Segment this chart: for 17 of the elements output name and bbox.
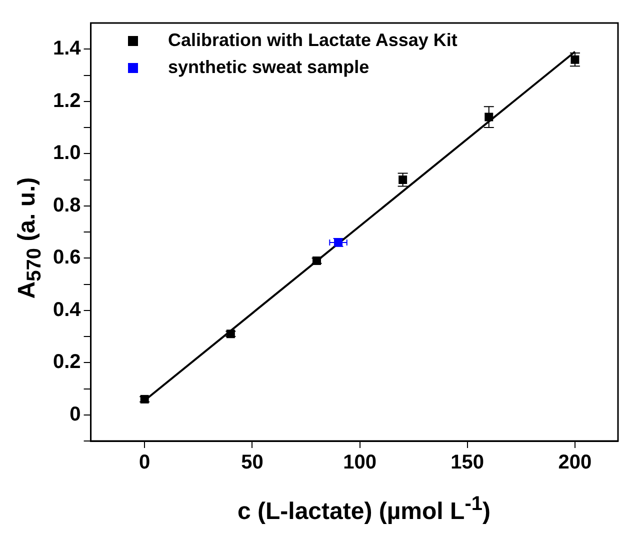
y-tick-label: 1.0 [52,142,81,164]
x-tick-label: 0 [139,452,150,474]
x-tick-label: 50 [241,452,264,474]
y-tick-label: 0.4 [52,298,82,321]
x-tick-label: 100 [343,452,376,474]
y-tick-label: 0 [70,403,81,426]
y-tick-label: 0.8 [52,194,81,216]
y-tick-label: 1.2 [52,90,81,112]
y-tick-label: 1.4 [52,38,82,60]
x-tick-label: 150 [450,452,484,474]
x-axis-title: c (L-lactate) (µmol L$^{-1}$) [236,493,492,526]
legend-label: synthetic sweat sample [168,57,370,78]
point [484,112,494,122]
y-tick-label: 0.2 [52,351,81,374]
legend-label: Calibration with Lactate Assay Kit [168,30,458,51]
y-tick-label: 0.6 [52,246,81,269]
x-tick-label: 200 [558,452,592,474]
